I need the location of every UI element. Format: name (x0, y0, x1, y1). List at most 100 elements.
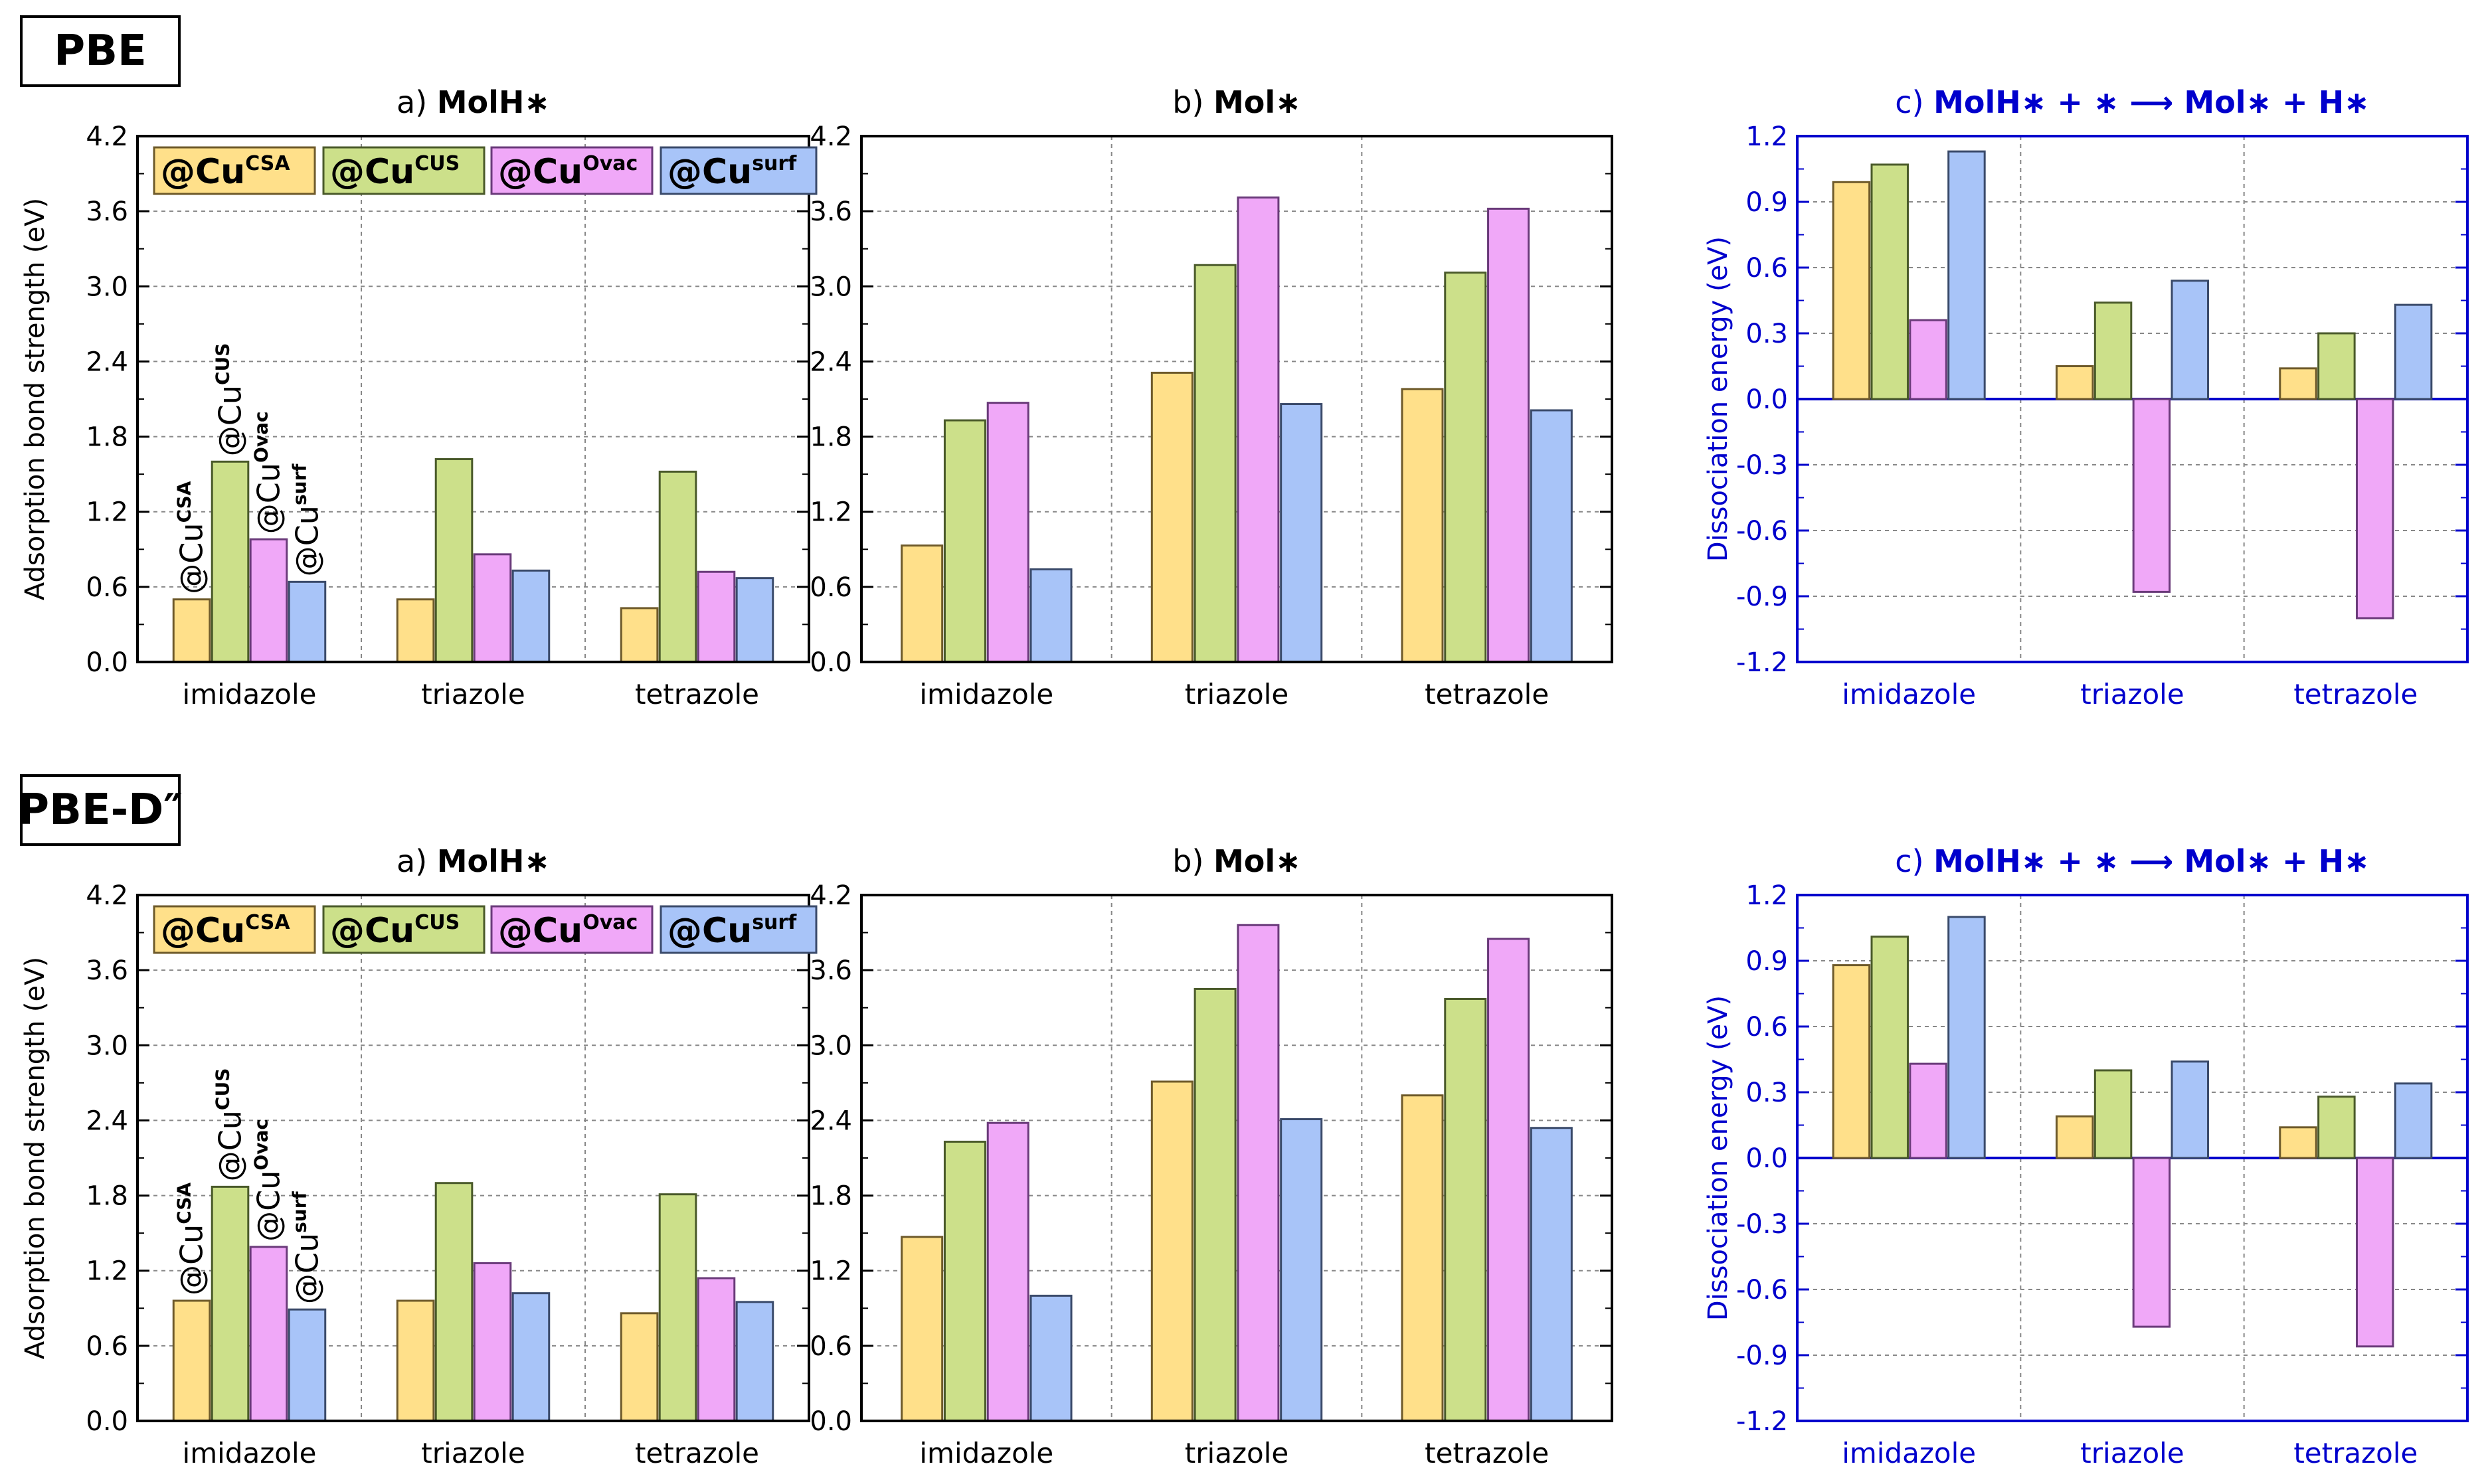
bar-tetrazole-surf (2394, 303, 2433, 400)
y-tick-label: 1.2 (86, 1256, 128, 1287)
row-label: PBE (54, 27, 146, 76)
bar-triazole-Ovac (1237, 924, 1280, 1422)
bar-imidazole-Ovac (1909, 1062, 1947, 1159)
bar-triazole-CUS (434, 1182, 474, 1422)
panel-title-prefix: b) (1172, 843, 1213, 879)
bar-annotation-CUS: @CuCUS (212, 1068, 248, 1182)
bar-triazole-CSA (1150, 371, 1194, 663)
panel-title-prefix: a) (397, 843, 437, 879)
annotation-superscript: CUS (212, 1068, 234, 1110)
y-tick-label: 0.6 (810, 572, 852, 603)
panel-title: c) MolH∗ + ∗ ⟶ Mol∗ + H∗ (1895, 84, 2369, 120)
y-tick-label: 0.0 (1745, 384, 1788, 415)
bar-tetrazole-surf (1530, 1127, 1573, 1422)
x-tick-label: tetrazole (635, 1437, 759, 1469)
y-tick-label: 2.4 (810, 1106, 852, 1136)
y-tick-label: 0.6 (86, 572, 128, 603)
y-axis-label: Dissociation energy (eV) (1703, 995, 1733, 1321)
y-tick-label: 4.2 (810, 880, 852, 911)
x-tick-label: tetrazole (2293, 678, 2418, 710)
legend-item-surf: @Cusurf (660, 905, 818, 954)
bar-triazole-Ovac (473, 1262, 512, 1422)
bar-imidazole-CUS (1870, 163, 1909, 400)
x-tick-label: tetrazole (1425, 678, 1549, 710)
y-tick-label: 0.0 (810, 647, 852, 678)
y-tick-label: 0.6 (1745, 253, 1788, 284)
bar-triazole-surf (2171, 280, 2210, 400)
bar-annotation-Ovac: @CuOvac (250, 411, 286, 534)
y-tick-label: 3.6 (810, 955, 852, 986)
bar-imidazole-CSA (1832, 181, 1871, 400)
bar-tetrazole-CSA (620, 607, 659, 663)
legend-superscript: CUS (414, 152, 460, 175)
y-tick-label: 2.4 (86, 1106, 128, 1136)
bar-tetrazole-Ovac (1487, 207, 1530, 663)
bar-imidazole-Ovac (986, 1121, 1029, 1422)
y-tick-label: -0.6 (1736, 1275, 1788, 1305)
y-tick-label: -1.2 (1736, 1406, 1788, 1437)
legend-prefix: @Cu (498, 911, 582, 951)
legend-item-surf: @Cusurf (660, 146, 818, 195)
legend-item-CUS: @CuCUS (322, 146, 486, 195)
annotation-superscript: CSA (173, 481, 195, 523)
y-tick-label: 0.0 (1745, 1143, 1788, 1174)
legend-label: @CuCUS (330, 911, 460, 951)
annotation-superscript: CSA (173, 1182, 195, 1224)
panel-title-prefix: c) (1895, 84, 1933, 120)
panel-title: c) MolH∗ + ∗ ⟶ Mol∗ + H∗ (1895, 843, 2369, 879)
annotation-prefix: @Cu (289, 505, 325, 576)
bar-triazole-CSA (2055, 1115, 2094, 1159)
annotation-prefix: @Cu (289, 1233, 325, 1304)
bar-imidazole-surf (1947, 150, 1986, 400)
legend-item-CSA: @CuCSA (153, 905, 316, 954)
x-tick-label: imidazole (919, 1437, 1053, 1469)
bar-triazole-surf (1280, 1118, 1323, 1422)
plot-frame (1796, 894, 2469, 1422)
y-tick-label: 3.0 (810, 1031, 852, 1061)
legend-swatch (490, 146, 654, 195)
legend-label: @CuCUS (330, 152, 460, 192)
bar-imidazole-surf (1029, 1294, 1073, 1422)
legend-swatch (490, 905, 654, 954)
legend-swatch (660, 146, 818, 195)
row-label: PBE-D″ (18, 785, 183, 835)
legend-item-CUS: @CuCUS (322, 905, 486, 954)
x-tick-label: imidazole (183, 678, 317, 710)
legend-prefix: @Cu (161, 911, 245, 951)
bar-triazole-CUS (434, 458, 474, 663)
panel-PBE-D″-c: c) MolH∗ + ∗ ⟶ Mol∗ + H∗ -1.2 -0.9 -0.6 -0.3… (1703, 843, 2469, 1469)
bar-triazole-Ovac (473, 553, 512, 663)
panel-title-bold: MolH∗ (437, 84, 550, 120)
legend-superscript: Ovac (582, 152, 638, 175)
bar-imidazole-CUS (943, 419, 986, 663)
legend-superscript: CSA (245, 152, 290, 175)
bar-tetrazole-CSA (1401, 388, 1444, 663)
bar-triazole-CUS (1194, 264, 1237, 663)
panel-title-bold: MolH∗ + ∗ ⟶ Mol∗ + H∗ (1933, 843, 2370, 879)
bar-tetrazole-CUS (2317, 1096, 2356, 1159)
panel-PBE-c: c) MolH∗ + ∗ ⟶ Mol∗ + H∗ -1.2 -0.9 -0.6 -0.3… (1703, 84, 2469, 710)
annotation-prefix: @Cu (213, 385, 248, 456)
bar-annotation-surf: @Cusurf (288, 463, 325, 577)
bar-imidazole-CSA (172, 1299, 211, 1422)
y-tick-label: 3.0 (86, 1031, 128, 1061)
bar-imidazole-surf (1947, 916, 1986, 1159)
x-tick-label: imidazole (1842, 678, 1976, 710)
legend-swatch (322, 905, 486, 954)
legend-item-Ovac: @CuOvac (490, 905, 654, 954)
bar-tetrazole-CUS (1444, 272, 1487, 663)
bar-annotation-CSA: @CuCSA (173, 1182, 210, 1295)
panel-title-prefix: a) (397, 84, 437, 120)
y-tick-label: 1.8 (86, 1181, 128, 1212)
bar-tetrazole-Ovac (1487, 938, 1530, 1422)
x-tick-label: tetrazole (1425, 1437, 1549, 1469)
legend-prefix: @Cu (667, 911, 752, 951)
y-tick-label: 0.3 (1745, 1078, 1788, 1108)
plot-frame (860, 135, 1613, 663)
y-tick-label: 4.2 (810, 122, 852, 152)
y-tick-label: 1.8 (810, 1181, 852, 1212)
bar-imidazole-surf (288, 580, 327, 663)
y-tick-label: 1.2 (810, 1256, 852, 1287)
panel-title: a) MolH∗ (397, 843, 550, 879)
legend-prefix: @Cu (161, 152, 245, 192)
